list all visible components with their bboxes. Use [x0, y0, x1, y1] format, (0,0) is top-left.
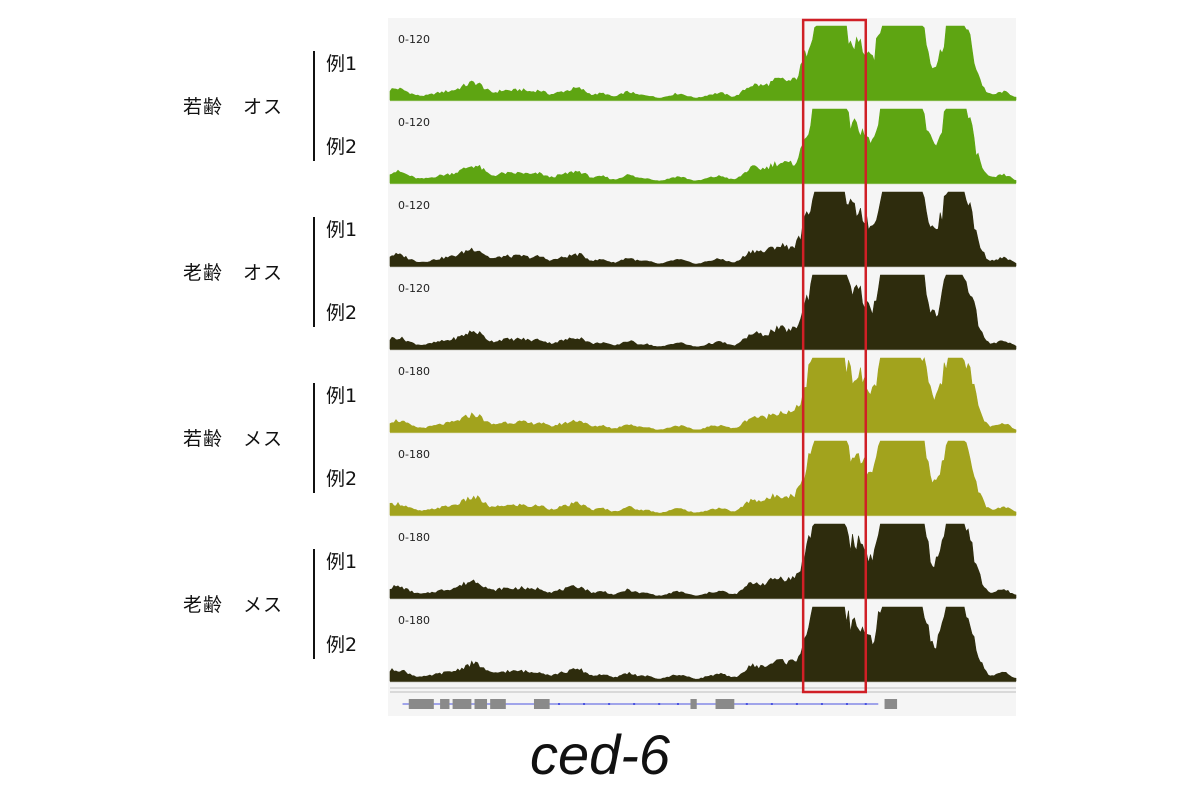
- exon-block: [452, 699, 472, 709]
- exon-block: [715, 699, 735, 709]
- group-label: 若齢 オス: [183, 96, 284, 118]
- coverage-area-track-4: [389, 274, 1017, 350]
- replicate-label: 例1: [326, 385, 358, 407]
- range-label: 0-180: [398, 365, 430, 378]
- group-bracket: [313, 217, 315, 327]
- strand-mark: [820, 703, 823, 705]
- group-bracket: [313, 51, 315, 161]
- exon-block: [533, 699, 550, 709]
- range-label: 0-120: [398, 116, 430, 129]
- range-label: 0-180: [398, 614, 430, 627]
- strand-mark: [658, 703, 661, 705]
- range-label: 0-120: [398, 33, 430, 46]
- exon-block: [440, 699, 450, 709]
- replicate-label: 例1: [326, 219, 358, 241]
- exon-block: [884, 699, 898, 709]
- replicate-label: 例2: [326, 634, 358, 656]
- coverage-area-track-5: [389, 357, 1017, 433]
- coverage-area-track-8: [389, 606, 1017, 682]
- range-label: 0-120: [398, 282, 430, 295]
- group-bracket: [313, 383, 315, 493]
- strand-mark: [795, 703, 798, 705]
- coverage-area-track-7: [389, 523, 1017, 599]
- strand-mark: [633, 703, 636, 705]
- group-label: 老齢 オス: [183, 262, 284, 284]
- strand-mark: [864, 703, 867, 705]
- strand-mark: [608, 703, 611, 705]
- exon-block: [408, 699, 434, 709]
- replicate-label: 例2: [326, 136, 358, 158]
- strand-mark: [583, 703, 586, 705]
- strand-mark: [745, 703, 748, 705]
- coverage-area-track-2: [389, 108, 1017, 184]
- replicate-label: 例2: [326, 302, 358, 324]
- strand-mark: [845, 703, 848, 705]
- range-label: 0-180: [398, 531, 430, 544]
- exon-block: [490, 699, 506, 709]
- strand-mark: [558, 703, 561, 705]
- exon-block: [690, 699, 697, 709]
- range-label: 0-120: [398, 199, 430, 212]
- strand-mark: [770, 703, 773, 705]
- range-label: 0-180: [398, 448, 430, 461]
- coverage-area-track-1: [389, 25, 1017, 101]
- group-bracket: [313, 549, 315, 659]
- group-label: 若齢 メス: [183, 428, 284, 450]
- replicate-label: 例1: [326, 551, 358, 573]
- replicate-label: 例1: [326, 53, 358, 75]
- group-label: 老齢 メス: [183, 594, 284, 616]
- gene-name: ced-6: [529, 723, 671, 786]
- highlight-box: [801, 18, 868, 694]
- coverage-area-track-6: [389, 440, 1017, 516]
- coverage-area-track-3: [389, 191, 1017, 267]
- exon-block: [474, 699, 488, 709]
- replicate-label: 例2: [326, 468, 358, 490]
- strand-mark: [676, 703, 679, 705]
